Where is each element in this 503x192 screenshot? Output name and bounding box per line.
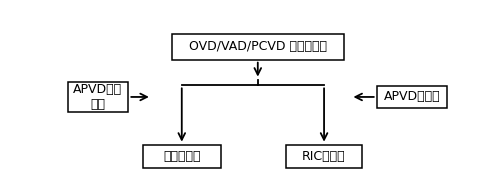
Text: OVD/VAD/PCVD 制备的芯棒: OVD/VAD/PCVD 制备的芯棒 <box>189 40 327 53</box>
FancyBboxPatch shape <box>172 34 344 60</box>
Text: APVD大套管: APVD大套管 <box>383 90 440 103</box>
FancyBboxPatch shape <box>143 145 221 168</box>
Text: RIC预制棒: RIC预制棒 <box>302 150 346 163</box>
FancyBboxPatch shape <box>286 145 362 168</box>
FancyBboxPatch shape <box>68 82 128 112</box>
Text: 实心预制棒: 实心预制棒 <box>163 150 201 163</box>
Text: APVD直接
外喷: APVD直接 外喷 <box>73 83 123 111</box>
FancyBboxPatch shape <box>377 85 447 108</box>
